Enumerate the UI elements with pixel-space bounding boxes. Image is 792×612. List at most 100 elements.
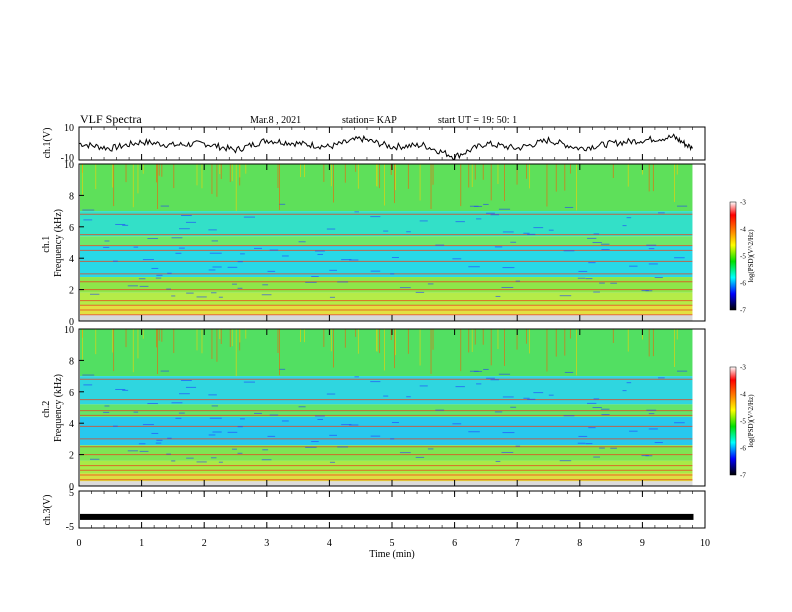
spectrogram-speck bbox=[171, 295, 176, 297]
spectrogram-speck bbox=[139, 285, 149, 287]
spectrogram-speck bbox=[502, 432, 515, 434]
spectrogram-speck bbox=[593, 291, 600, 293]
spectrogram-speck bbox=[261, 459, 272, 461]
x-tick-label: 9 bbox=[640, 538, 645, 549]
ch1-spectrogram-panel: 0 2 4 6 8 10 ch.1 Frequency (kHz) bbox=[41, 160, 706, 328]
ch1-colorbar-ticks: -3 -4 -5 -6 -7 bbox=[740, 199, 746, 315]
spectrogram-speck bbox=[527, 233, 536, 235]
y-tick-label: 0 bbox=[69, 482, 74, 493]
spectrogram-speck bbox=[495, 295, 501, 297]
spectrogram-speck bbox=[341, 259, 352, 261]
spectrogram-speck bbox=[674, 422, 685, 424]
x-tick-label: 6 bbox=[452, 538, 457, 549]
y-tick-label: 0 bbox=[69, 317, 74, 328]
ch1-ylabel: ch.1(V) bbox=[42, 128, 53, 159]
spectrogram-speck bbox=[166, 288, 172, 290]
spectrogram-band bbox=[80, 481, 693, 486]
spectrogram-speck bbox=[391, 257, 399, 259]
spectrogram-speck bbox=[427, 448, 434, 450]
spectrogram-speck bbox=[498, 208, 511, 210]
spectrogram-speck bbox=[171, 460, 176, 462]
spectrogram-speck bbox=[298, 406, 306, 408]
spectrogram-speck bbox=[648, 248, 655, 250]
ch1-colorbar-label: log(PSD)(V^2/Hz) bbox=[747, 229, 755, 283]
spectrogram-speck bbox=[181, 380, 192, 382]
spectrogram-speck bbox=[626, 217, 632, 219]
spectrogram-speck bbox=[494, 411, 503, 413]
spectrogram-speck bbox=[646, 244, 657, 246]
spectrogram-speck bbox=[563, 415, 575, 417]
y-tick-label: 6 bbox=[69, 388, 74, 399]
spectrogram-speck bbox=[452, 423, 462, 425]
spectrogram-speck bbox=[469, 370, 479, 372]
spectrogram-speck bbox=[208, 394, 217, 396]
spectrogram-speck bbox=[113, 260, 118, 262]
spectrogram-speck bbox=[329, 269, 337, 271]
spectrogram-speck bbox=[587, 237, 597, 239]
spectrogram-speck bbox=[90, 293, 100, 295]
spectrogram-speck bbox=[419, 385, 428, 387]
y-tick-label: 10 bbox=[64, 325, 74, 336]
spectrogram-speck bbox=[196, 461, 207, 463]
spectrogram-speck bbox=[82, 374, 95, 376]
spectrogram-speck bbox=[578, 270, 588, 272]
x-tick-label: 5 bbox=[390, 538, 395, 549]
spectrogram-speck bbox=[677, 370, 688, 372]
spectrogram-speck bbox=[510, 241, 517, 243]
spectrogram-speck bbox=[166, 453, 172, 455]
spectrogram-speck bbox=[127, 450, 138, 452]
spectrogram-speck bbox=[151, 267, 159, 269]
spectrogram-speck bbox=[658, 212, 665, 214]
spectrogram-speck bbox=[383, 230, 389, 232]
ch3-ytick-bottom: -5 bbox=[66, 522, 74, 533]
spectrogram-speck bbox=[186, 457, 194, 459]
spectrogram-speck bbox=[548, 229, 554, 231]
spectrogram-speck bbox=[648, 428, 658, 430]
x-tick-label: 0 bbox=[77, 538, 82, 549]
spectrogram-speck bbox=[142, 424, 154, 426]
spectrogram-speck bbox=[523, 397, 530, 399]
spectrogram-speck bbox=[406, 396, 411, 398]
spectrogram-band bbox=[80, 445, 693, 461]
spectrogram-speck bbox=[115, 388, 126, 390]
spectrogram-speck bbox=[455, 386, 465, 388]
spectrogram-speck bbox=[240, 418, 245, 420]
y-tick-label: 6 bbox=[69, 223, 74, 234]
ch1-ytick-top: 10 bbox=[64, 123, 74, 134]
spectrogram-speck bbox=[305, 446, 317, 448]
spectrogram-speck bbox=[253, 412, 262, 414]
spectrogram-speck bbox=[138, 278, 146, 280]
spectrogram-speck bbox=[82, 209, 95, 211]
spectrogram-speck bbox=[399, 287, 411, 289]
spectrogram-speck bbox=[329, 296, 335, 298]
spectrogram-speck bbox=[185, 386, 197, 388]
spectrogram-speck bbox=[155, 277, 162, 279]
spectrogram-blank bbox=[692, 329, 705, 486]
spectrogram-speck bbox=[185, 221, 197, 223]
spectrogram-speck bbox=[317, 418, 324, 420]
spectrogram-speck bbox=[370, 270, 381, 272]
spectrogram-speck bbox=[181, 215, 192, 217]
station-label: station= KAP bbox=[342, 115, 397, 126]
spectrogram-speck bbox=[391, 422, 399, 424]
spectrogram-speck bbox=[156, 439, 163, 441]
figure-title: VLF Spectra bbox=[80, 112, 142, 126]
spectrogram-speck bbox=[646, 409, 657, 411]
spectrogram-speck bbox=[305, 281, 317, 283]
spectrogram-speck bbox=[208, 269, 216, 271]
spectrogram-speck bbox=[317, 253, 324, 255]
spectrogram-speck bbox=[279, 368, 286, 370]
spectrogram-speck bbox=[585, 278, 593, 280]
spectrogram-band bbox=[80, 277, 693, 293]
ch2-colorbar-label: log(PSD)(V^2/Hz) bbox=[747, 394, 755, 448]
spectrogram-speck bbox=[281, 255, 289, 257]
spectrogram-speck bbox=[311, 276, 319, 278]
spectrogram-speck bbox=[115, 223, 126, 225]
spectrogram-speck bbox=[390, 438, 395, 440]
spectrogram-speck bbox=[494, 246, 503, 248]
spectrogram-speck bbox=[415, 456, 425, 458]
spectrogram-speck bbox=[622, 390, 627, 392]
spectrogram-speck bbox=[186, 292, 194, 294]
spectrogram-speck bbox=[349, 259, 359, 261]
x-tick-label: 2 bbox=[202, 538, 207, 549]
